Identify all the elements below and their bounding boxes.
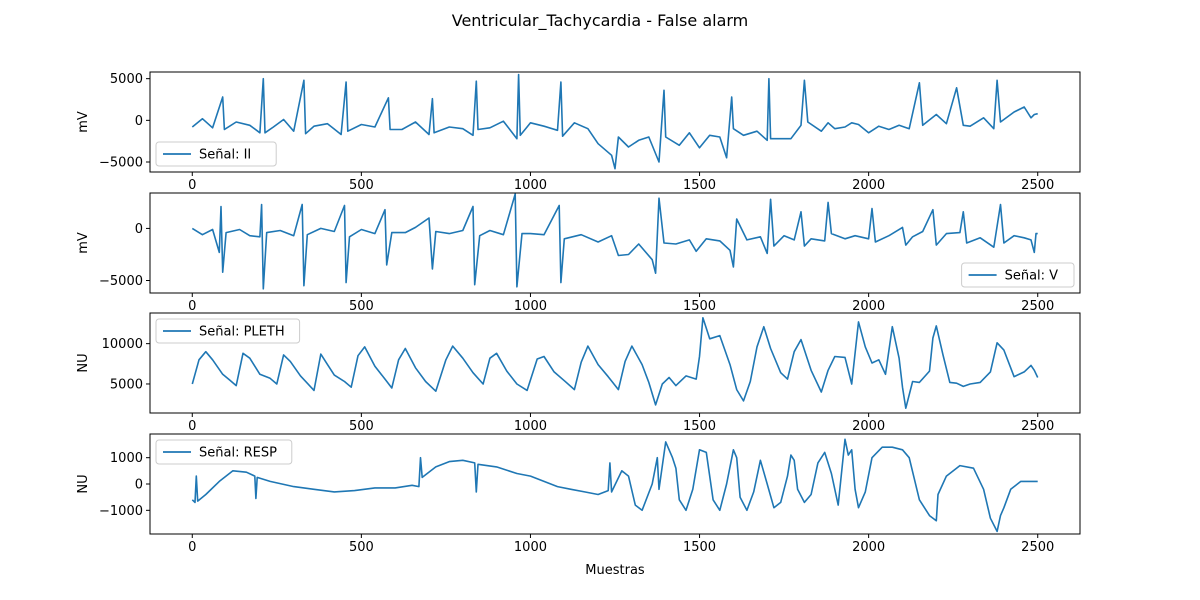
y-tick-label: −1000 [99,504,143,519]
x-tick-label: 2000 [852,540,885,555]
x-tick-label: 500 [349,178,374,193]
legend-label: Señal: RESP [199,446,277,461]
x-tick-label: 2000 [852,299,885,314]
figure-title: Ventricular_Tachycardia - False alarm [452,11,749,31]
x-tick-label: 2500 [1021,299,1054,314]
x-tick-label: 0 [188,419,196,434]
y-axis-label: mV [76,232,91,254]
y-tick-label: 0 [135,222,143,237]
y-tick-label: −5000 [99,156,143,171]
x-tick-label: 1000 [514,299,547,314]
x-tick-label: 0 [188,299,196,314]
y-tick-label: 5000 [110,72,143,87]
x-tick-label: 2500 [1021,540,1054,555]
y-tick-label: 5000 [110,377,143,392]
legend-box [155,439,293,465]
x-tick-label: 2500 [1021,419,1054,434]
x-tick-label: 1500 [683,540,716,555]
x-tick-label: 1500 [683,178,716,193]
x-tick-label: 500 [349,299,374,314]
legend-box [155,141,277,167]
axes-frame-1 [149,71,1081,173]
x-axis-label: Muestras [585,563,645,578]
x-tick-label: 2000 [852,178,885,193]
subplot-4: 0 500 1000 1500 2000 2500 −1000 0 1000 NU Muestras… [76,433,1081,578]
axes-frame-2 [149,192,1081,294]
subplot-1: 0 500 1000 1500 2000 2500 −5000 0 5000 mV Señal: I… [76,71,1081,193]
legend: Señal: II [155,141,277,167]
legend-label: Señal: PLETH [199,325,285,340]
series-line-3-1 [191,317,1039,409]
legend-label: Señal: V [1005,269,1059,284]
legend-label: Señal: II [199,148,251,163]
series-line-2-1 [191,193,1038,290]
subplot-2: 0 500 1000 1500 2000 2500 −5000 0 mV Señal: V [76,192,1081,314]
y-tick-label: 0 [135,114,143,129]
legend: Señal: V [961,262,1075,288]
x-tick-label: 500 [349,540,374,555]
y-axis-label: NU [76,474,91,493]
axes-frame-3 [149,312,1081,414]
y-tick-label: −5000 [99,274,143,289]
y-tick-label: 0 [135,478,143,493]
x-tick-label: 1500 [683,419,716,434]
x-tick-label: 0 [188,178,196,193]
x-tick-label: 1000 [514,419,547,434]
x-tick-label: 0 [188,540,196,555]
legend: Señal: RESP [155,439,293,465]
x-tick-label: 1000 [514,178,547,193]
y-tick-label: 1000 [110,451,143,466]
legend-box [155,318,301,344]
series-line-4-1 [191,438,1038,533]
x-tick-label: 500 [349,419,374,434]
y-tick-label: 10000 [102,337,143,352]
series-line-1-1 [191,73,1038,170]
subplot-3: 0 500 1000 1500 2000 2500 5000 10000 NU Señal: PL… [76,312,1081,434]
x-tick-label: 2000 [852,419,885,434]
x-tick-label: 1000 [514,540,547,555]
legend: Señal: PLETH [155,318,301,344]
y-axis-label: mV [76,111,91,133]
x-tick-label: 2500 [1021,178,1054,193]
y-axis-label: NU [76,353,91,372]
legend-box [961,262,1075,288]
x-tick-label: 1500 [683,299,716,314]
